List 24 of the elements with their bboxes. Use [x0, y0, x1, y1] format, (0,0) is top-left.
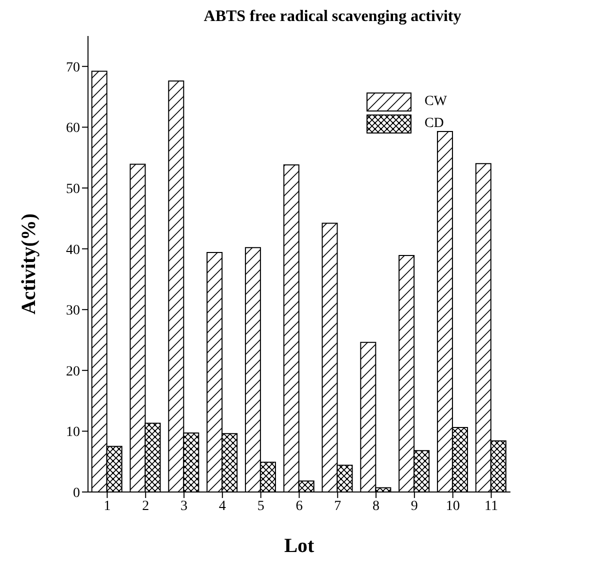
legend-label: CW [424, 94, 447, 110]
y-tick-label: 0 [73, 486, 80, 501]
y-tick-label: 30 [66, 304, 80, 319]
y-tick-label: 10 [66, 425, 80, 440]
x-tick-label: 5 [257, 498, 264, 514]
x-tick-label: 11 [484, 498, 498, 514]
x-tick-label: 6 [296, 498, 303, 514]
y-tick-label: 60 [66, 121, 80, 136]
x-tick-label: 4 [218, 498, 226, 514]
x-tick-label: 9 [410, 498, 418, 514]
y-tick-label: 20 [66, 364, 80, 380]
x-tick-label: 10 [446, 498, 460, 514]
x-tick-label: 8 [372, 498, 380, 514]
y-tick-label: 50 [66, 182, 80, 197]
legend-label: CD [424, 116, 444, 132]
x-axis-title: Lot [284, 535, 315, 557]
y-axis-title: Activity(%) [18, 213, 40, 315]
x-tick-label: 1 [104, 498, 111, 514]
x-tick-label: 3 [180, 498, 188, 514]
y-tick-label: 40 [66, 242, 80, 258]
y-tick-label: 70 [66, 60, 80, 76]
x-tick-label: 7 [334, 498, 342, 514]
chart-title: ABTS free radical scavenging activity [202, 8, 462, 27]
x-tick-label: 2 [142, 498, 150, 514]
